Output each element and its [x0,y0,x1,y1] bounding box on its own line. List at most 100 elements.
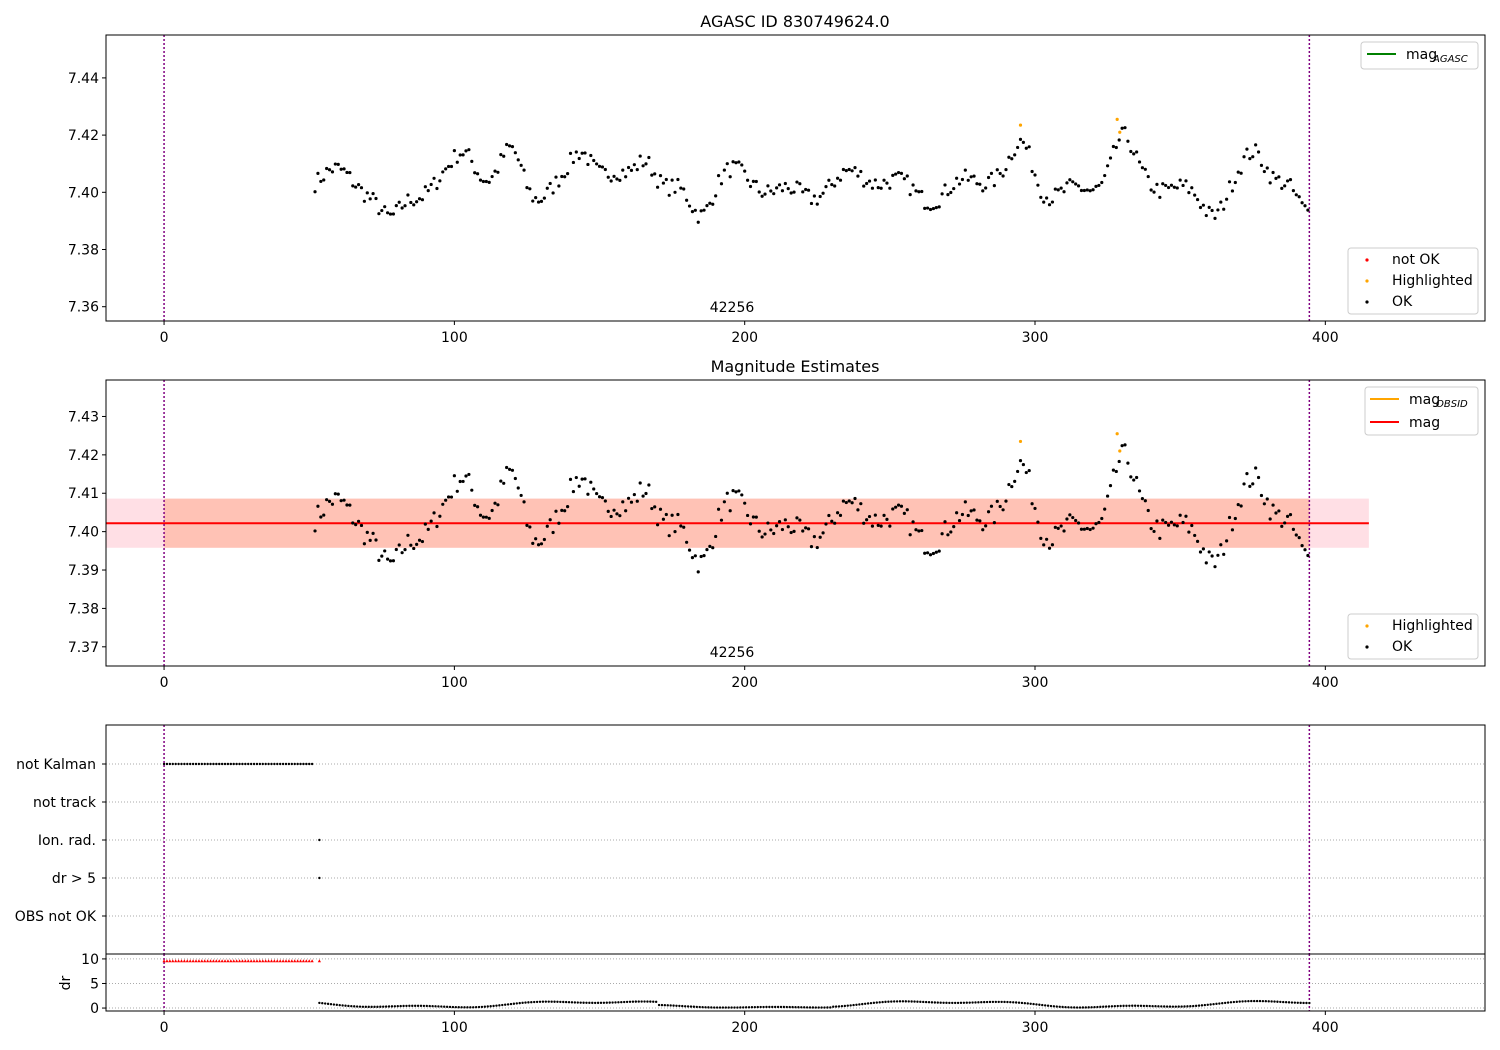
ok-point [679,186,683,190]
ok-point [847,499,851,503]
dr-point [887,1000,890,1003]
ok-point [417,538,422,542]
ok-point [1143,167,1147,171]
flag-point [209,762,212,766]
ok-point [658,174,663,178]
ok-point [937,549,941,553]
ok-point [1132,478,1136,482]
ok-point [1248,484,1252,488]
ok-point [505,142,509,147]
ok-point [1100,180,1104,185]
dr-point [858,1003,861,1006]
ok-point [1050,543,1055,547]
ok-point [1135,475,1139,480]
ok-point [1161,518,1165,522]
ok-point [1164,183,1168,188]
dr-point [1102,1005,1105,1008]
dr-point [1136,1004,1140,1007]
ok-point [563,509,567,513]
dr-point [451,1005,455,1009]
dr-point [756,1005,759,1009]
dr-point [863,1002,867,1005]
ok-point [940,532,944,536]
ok-point [525,186,529,190]
ok-point [635,499,639,503]
dr-point [489,1005,492,1008]
dr-red-point [223,959,227,963]
dr-point [463,1006,466,1009]
ok-point [1045,537,1049,541]
ok-point [354,185,358,189]
ok-point [847,167,851,172]
dr-point [898,1000,902,1003]
ok-point [1082,527,1086,531]
dr-point [1142,1004,1146,1008]
dr-point [872,1001,876,1005]
ok-point [876,186,880,190]
ok-point [923,206,927,210]
dr-point [832,1005,835,1008]
ok-point [446,495,451,499]
dr-point [1244,1000,1247,1003]
flag-point [252,762,256,766]
ok-point [449,495,454,499]
ok-point [513,476,517,481]
ok-point [464,474,468,478]
ok-point [963,500,967,504]
dr-point [988,1000,992,1004]
highlighted-point [1018,123,1023,127]
dr-point [376,1005,379,1009]
ok-point [476,505,480,509]
ok-point [577,156,581,161]
dr-point [605,1001,608,1004]
dr-point [945,1001,948,1005]
dr-red-point [317,959,321,963]
dr-point [977,1001,980,1004]
flag-point [171,762,174,766]
ok-point [1126,461,1130,465]
dr-point [1084,1006,1088,1009]
dr-point [762,1005,765,1009]
flag-label: dr > 5 [52,871,96,887]
dr-point [707,1006,710,1009]
dr-point [759,1005,762,1009]
dr-red-point [179,959,184,963]
ok-point [478,513,483,517]
ok-point [1120,126,1124,130]
ok-point [1242,155,1246,159]
ok-point [1288,513,1293,517]
ok-point [757,529,761,533]
ok-point [621,168,625,172]
ok-point [1036,183,1040,187]
dr-point [652,1000,655,1003]
ok-point [1184,179,1188,183]
ok-point [873,513,877,517]
ok-point [490,174,494,179]
flag-point [241,762,244,766]
dr-point [753,1005,757,1009]
ok-point [534,195,538,200]
ok-point [1277,175,1281,179]
ok-point [835,511,840,515]
dr-point [1125,1004,1128,1008]
dr-point [602,1001,606,1004]
ok-point [612,174,616,178]
ok-point [896,170,901,175]
ok-point [1178,513,1182,517]
ok-point [1100,516,1104,521]
ok-point [908,533,912,537]
ok-point [1166,185,1171,190]
ok-point [783,181,787,186]
flag-point [212,762,215,766]
mag-obsid-legend-label: mag [1409,392,1440,408]
ok-point [986,175,991,180]
flag-point [165,762,169,766]
ok-point [1210,554,1214,558]
dr-point [852,1003,855,1007]
ok-point [563,175,567,179]
ok-point [867,179,872,183]
ok-point [981,189,985,193]
ok-point [1146,508,1150,513]
ok-point [679,524,683,528]
ok-point [560,508,564,513]
